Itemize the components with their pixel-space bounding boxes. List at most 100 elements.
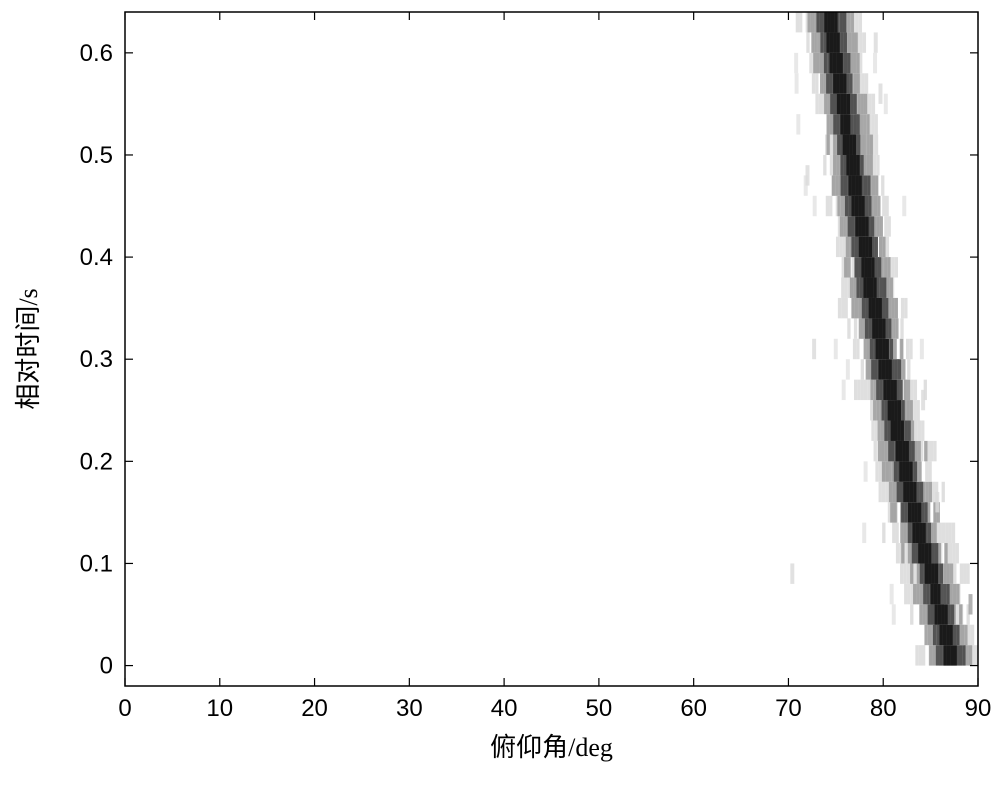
- heatmap-cell: [891, 400, 894, 420]
- heatmap-cell: [896, 441, 899, 461]
- heatmap-cell: [844, 53, 847, 73]
- heatmap-cell: [882, 298, 885, 318]
- heatmap-cell: [832, 175, 835, 195]
- heatmap-cell: [859, 237, 862, 257]
- heatmap-cell: [943, 563, 946, 583]
- heatmap-cell: [910, 482, 913, 502]
- heatmap-cell: [912, 543, 915, 563]
- heatmap-cell: [836, 32, 839, 52]
- heatmap-cell: [903, 482, 906, 502]
- heatmap-cell: [824, 53, 827, 73]
- heatmap-cell: [943, 584, 946, 604]
- heatmap-cell: [924, 502, 927, 522]
- heatmap-cell: [816, 12, 819, 32]
- heatmap-cell: [851, 32, 854, 52]
- heatmap-cell: [844, 114, 847, 134]
- heatmap-cell: [880, 278, 883, 298]
- heatmap-cell: [914, 461, 917, 481]
- heatmap-cell: [839, 237, 842, 257]
- heatmap-cell: [863, 278, 866, 298]
- heatmap-cell: [841, 278, 844, 298]
- heatmap-cell: [935, 563, 938, 583]
- xtick-label: 70: [775, 695, 802, 722]
- heatmap-cell: [894, 461, 897, 481]
- heatmap-cell: [873, 53, 877, 73]
- heatmap-cell: [850, 278, 853, 298]
- heatmap-cell: [853, 339, 856, 359]
- heatmap-cell: [933, 523, 936, 543]
- heatmap-cell: [868, 196, 871, 216]
- heatmap-cell: [908, 523, 911, 543]
- heatmap-cell: [912, 523, 915, 543]
- heatmap-cell: [845, 196, 848, 216]
- heatmap-cell: [921, 390, 925, 410]
- xtick-label: 10: [206, 695, 233, 722]
- heatmap-cell: [931, 563, 934, 583]
- ytick-label: 0.6: [80, 40, 113, 67]
- heatmap-cell: [854, 380, 857, 400]
- heatmap-cell: [961, 625, 964, 645]
- heatmap-cell: [895, 523, 898, 543]
- heatmap-cell: [939, 523, 942, 543]
- heatmap-cell: [871, 114, 874, 134]
- heatmap-cell: [901, 298, 904, 318]
- heatmap-cell: [925, 563, 928, 583]
- heatmap-cell: [853, 155, 856, 175]
- heatmap-cell: [879, 318, 882, 338]
- heatmap-cell: [860, 155, 863, 175]
- heatmap-cell: [864, 339, 867, 359]
- heatmap-cell: [833, 114, 836, 134]
- heatmap-cell: [861, 359, 864, 379]
- heatmap-cell: [849, 135, 852, 155]
- heatmap-cell: [867, 175, 870, 195]
- heatmap-cell: [859, 32, 862, 52]
- heatmap-cell: [928, 604, 931, 624]
- heatmap-cell: [826, 32, 829, 52]
- heatmap-cell: [946, 584, 949, 604]
- heatmap-cell: [913, 482, 916, 502]
- heatmap-cell: [869, 237, 872, 257]
- heatmap-cell: [890, 380, 893, 400]
- heatmap-cell: [903, 461, 906, 481]
- heatmap-cell: [830, 114, 833, 134]
- heatmap-cell: [875, 114, 878, 134]
- heatmap-cell: [852, 298, 855, 318]
- heatmap-cell: [873, 400, 876, 420]
- heatmap-cell: [876, 278, 879, 298]
- heatmap-cell: [919, 523, 922, 543]
- heatmap-cell: [886, 278, 889, 298]
- heatmap-cell: [830, 32, 833, 52]
- heatmap-cell: [838, 298, 841, 318]
- heatmap-cell: [915, 543, 918, 563]
- heatmap-cell: [894, 420, 897, 440]
- heatmap-cell: [878, 441, 881, 461]
- heatmap-cell: [820, 32, 823, 52]
- heatmap-cell: [897, 482, 900, 502]
- heatmap-cell: [904, 584, 907, 604]
- heatmap-cell: [846, 359, 850, 379]
- heatmap-cell: [935, 492, 939, 512]
- heatmap-cell: [884, 94, 888, 114]
- heatmap-cell: [888, 420, 891, 440]
- heatmap-cell: [913, 563, 916, 583]
- heatmap-cell: [849, 73, 852, 93]
- heatmap-cell: [914, 420, 917, 440]
- heatmap-cell: [854, 318, 857, 338]
- heatmap-cell: [879, 298, 882, 318]
- heatmap-cell: [869, 298, 872, 318]
- heatmap-cell: [853, 114, 856, 134]
- heatmap-cell: [882, 523, 885, 543]
- heatmap-cell: [881, 420, 884, 440]
- heatmap-cell: [933, 625, 936, 645]
- xtick-label: 0: [118, 695, 131, 722]
- heatmap-cell: [899, 441, 902, 461]
- heatmap-cell: [882, 339, 885, 359]
- heatmap-cell: [895, 298, 898, 318]
- heatmap-cell: [888, 318, 891, 338]
- heatmap-cell: [922, 645, 925, 665]
- ytick-label: 0.1: [80, 550, 113, 577]
- heatmap-cell: [840, 114, 843, 134]
- heatmap-cell: [867, 278, 870, 298]
- heatmap-cell: [840, 216, 843, 236]
- heatmap-cell: [884, 441, 887, 461]
